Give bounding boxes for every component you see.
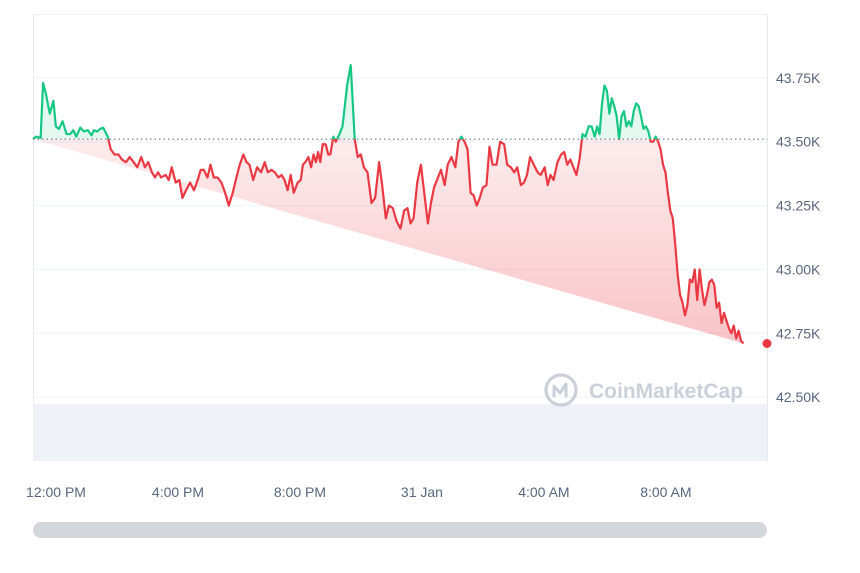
price-line-below-baseline [33, 139, 745, 345]
x-tick-label: 12:00 PM [26, 484, 86, 500]
x-tick-label: 8:00 AM [640, 484, 691, 500]
y-tick-label: 43.75K [776, 70, 821, 86]
y-axis-ticks: 43.75K 43.50K 43.25K 43.00K 42.75K 42.50K [776, 70, 821, 405]
x-axis-ticks: 12:00 PM 4:00 PM 8:00 PM 31 Jan 4:00 AM 8:00 … [26, 484, 692, 500]
grid [33, 77, 767, 398]
y-tick-label: 43.00K [776, 261, 821, 277]
y-tick-label: 42.50K [776, 389, 821, 405]
x-tick-label: 4:00 AM [518, 484, 569, 500]
x-tick-label: 4:00 PM [152, 484, 204, 500]
volume-area [33, 404, 767, 461]
time-range-scrollbar[interactable] [33, 522, 767, 538]
watermark: CoinMarketCap [544, 373, 743, 407]
watermark-text: CoinMarketCap [589, 380, 743, 403]
x-tick-label: 8:00 PM [274, 484, 326, 500]
volume-band [33, 404, 767, 461]
last-price-dot[interactable] [762, 339, 772, 349]
area-below-baseline [33, 139, 744, 344]
coinmarketcap-logo-icon [544, 373, 578, 407]
y-tick-label: 42.75K [776, 325, 821, 341]
y-tick-label: 43.25K [776, 198, 821, 214]
x-tick-label: 31 Jan [401, 484, 443, 500]
y-tick-label: 43.50K [776, 134, 821, 150]
